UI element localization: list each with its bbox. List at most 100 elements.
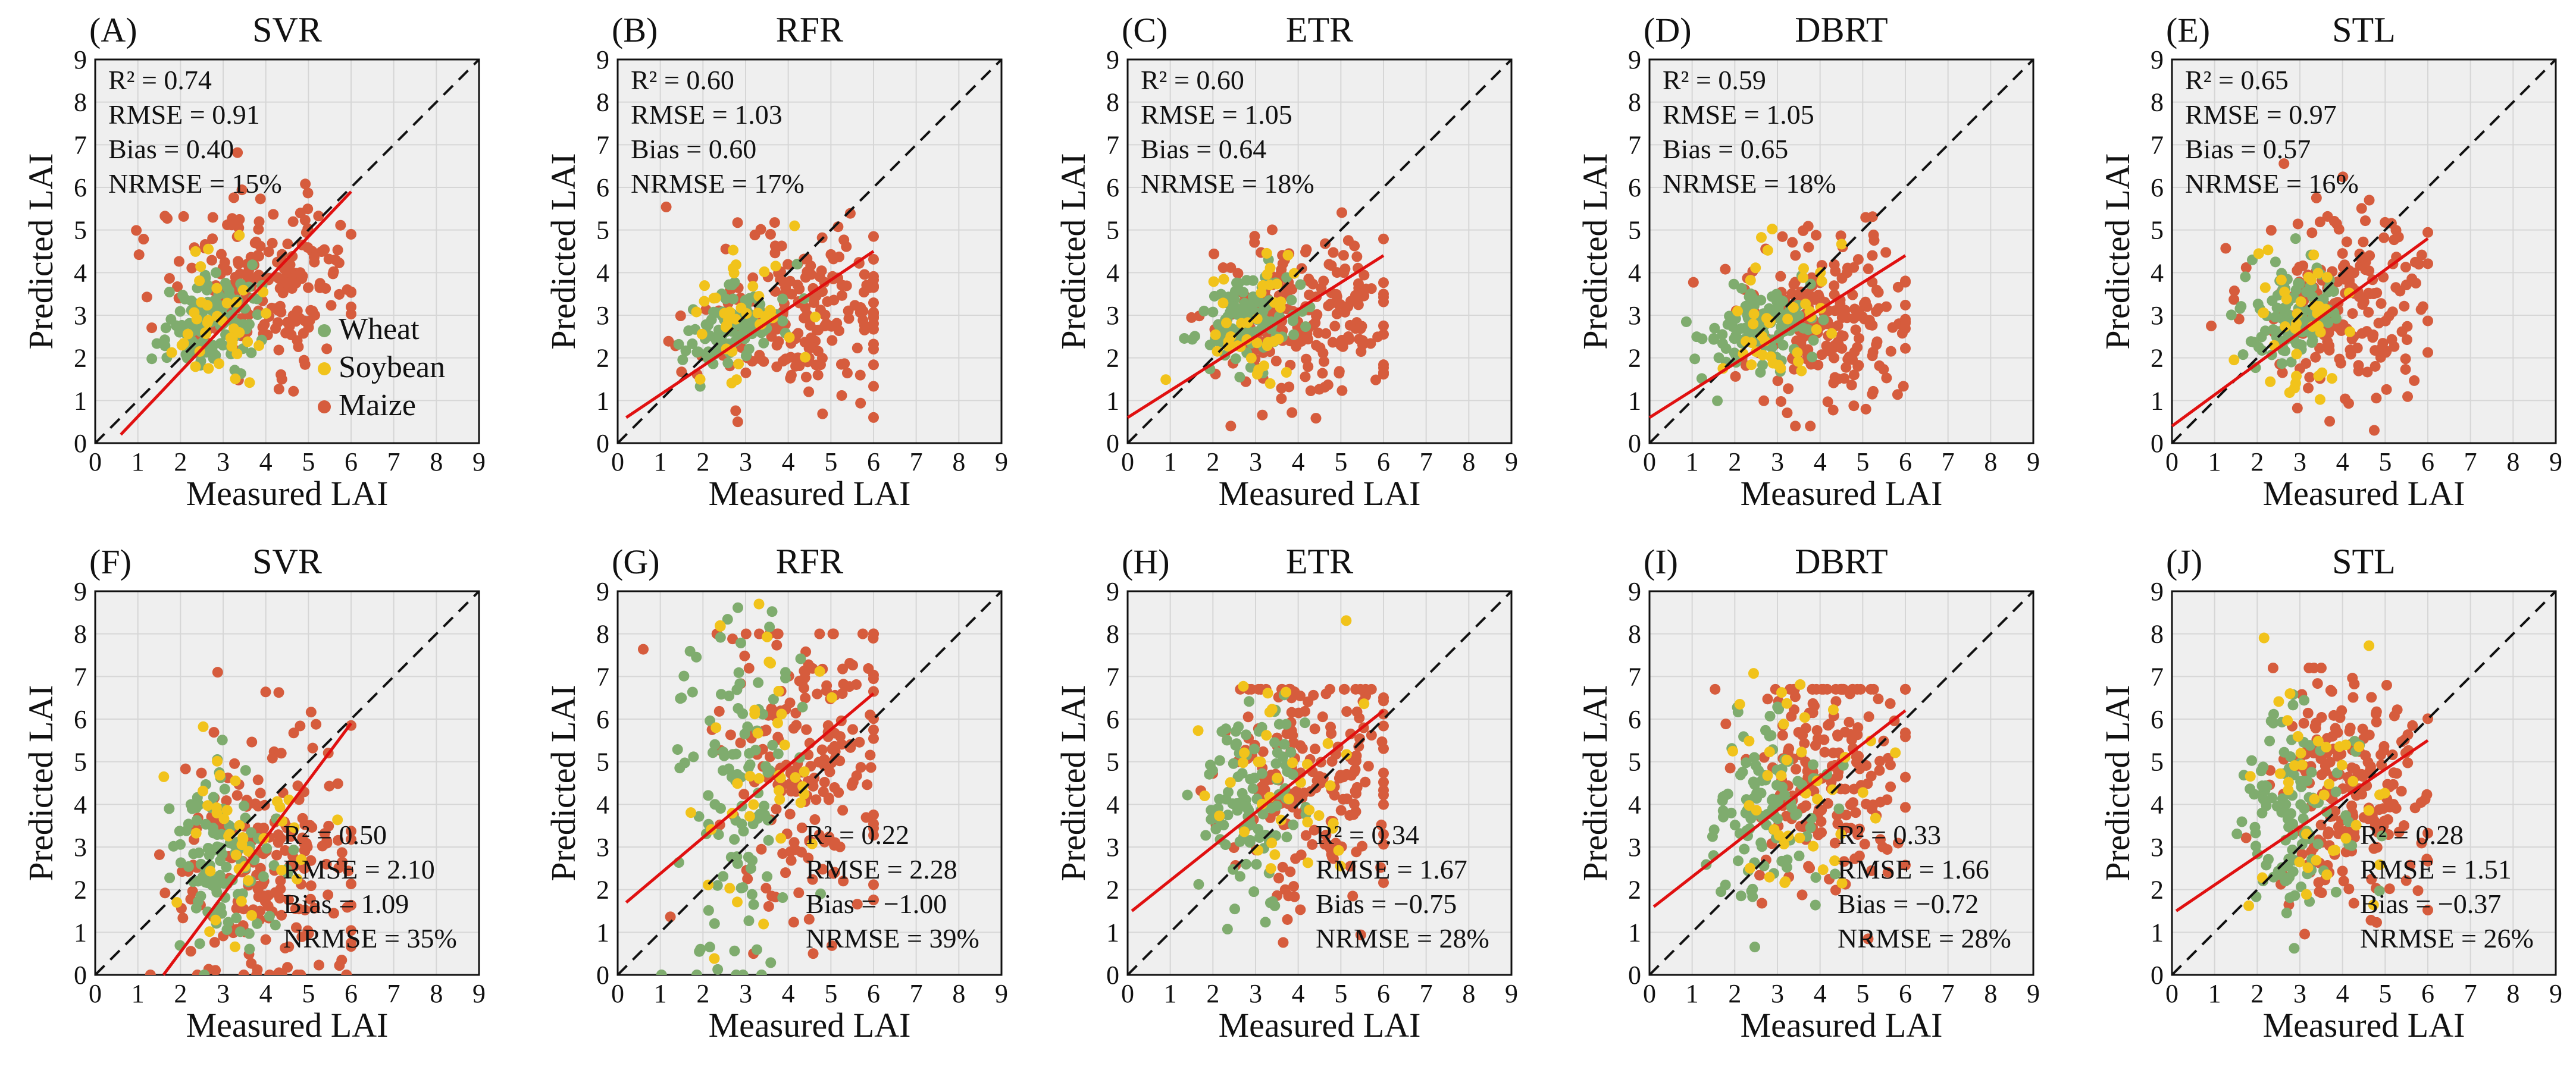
scatter-point-maize	[1341, 706, 1353, 717]
scatter-point-maize	[2304, 372, 2315, 383]
scatter-point-maize	[2356, 328, 2368, 339]
scatter-point-maize	[2337, 319, 2349, 331]
scatter-point-maize	[2400, 262, 2411, 273]
scatter-point-wheat	[2246, 755, 2258, 766]
scatter-point-maize	[138, 234, 149, 245]
y-tick-label: 4	[1106, 258, 1119, 287]
scatter-point-maize	[2378, 803, 2389, 814]
scatter-point-wheat	[2252, 299, 2264, 310]
scatter-point-maize	[1777, 730, 1788, 741]
scatter-point-wheat	[1229, 904, 1241, 915]
scatter-point-maize	[1317, 368, 1328, 379]
scatter-point-maize	[1300, 830, 1312, 841]
scatter-point-soybean	[733, 358, 744, 369]
scatter-point-maize	[2302, 707, 2314, 719]
scatter-point-maize	[1366, 730, 1377, 741]
scatter-point-maize	[2320, 760, 2331, 771]
scatter-point-wheat	[2267, 295, 2278, 306]
scatter-point-maize	[1885, 346, 1896, 357]
scatter-point-soybean	[1744, 800, 1755, 811]
scatter-point-soybean	[1281, 367, 1292, 378]
x-tick-label: 1	[654, 979, 667, 1008]
x-tick-label: 6	[2421, 979, 2434, 1008]
scatter-point-wheat	[1282, 766, 1293, 777]
scatter-point-soybean	[1890, 747, 1901, 758]
scatter-point-wheat	[731, 684, 743, 695]
scatter-point-maize	[857, 628, 868, 639]
stat-r2: R² = 0.59	[1663, 65, 1766, 95]
scatter-point-wheat	[2256, 331, 2267, 343]
scatter-point-maize	[221, 795, 232, 807]
x-tick-label: 8	[1984, 447, 1997, 476]
scatter-point-maize	[817, 408, 828, 419]
scatter-point-maize	[833, 325, 844, 337]
scatter-point-wheat	[164, 803, 175, 814]
stat-nrmse: NRMSE = 18%	[1663, 168, 1836, 199]
scatter-point-wheat	[239, 800, 250, 811]
scatter-point-maize	[2415, 304, 2427, 315]
scatter-point-wheat	[1254, 296, 1266, 308]
scatter-point-maize	[834, 755, 846, 767]
scatter-point-maize	[1366, 283, 1377, 294]
scatter-point-maize	[1295, 849, 1307, 861]
scatter-point-soybean	[223, 830, 234, 842]
scatter-point-soybean	[2309, 793, 2320, 805]
scatter-point-maize	[2389, 234, 2400, 246]
scatter-point-wheat	[1237, 788, 1248, 799]
scatter-point-wheat	[215, 338, 226, 349]
scatter-point-maize	[273, 344, 284, 356]
scatter-point-maize	[196, 767, 207, 779]
scatter-point-soybean	[1776, 770, 1787, 782]
scatter-point-soybean	[1239, 826, 1250, 837]
scatter-point-soybean	[166, 347, 177, 358]
scatter-point-wheat	[246, 347, 257, 359]
scatter-point-maize	[267, 237, 278, 249]
scatter-point-maize	[1813, 359, 1824, 371]
scatter-point-maize	[324, 780, 335, 792]
scatter-point-maize	[346, 826, 356, 837]
scatter-point-maize	[771, 639, 782, 651]
x-tick-label: 6	[345, 979, 358, 1008]
scatter-point-soybean	[1264, 707, 1275, 718]
scatter-points	[1182, 615, 1389, 948]
scatter-point-maize	[2278, 158, 2290, 170]
scatter-point-wheat	[174, 306, 186, 317]
scatter-point-maize	[859, 319, 870, 331]
scatter-point-maize	[1720, 719, 1732, 730]
scatter-points	[1701, 668, 1911, 953]
y-tick-label: 7	[74, 130, 87, 159]
scatter-point-maize	[862, 779, 873, 790]
panel-label: (I)	[1644, 542, 1678, 581]
x-tick-label: 6	[867, 979, 880, 1008]
scatter-point-soybean	[2340, 833, 2352, 844]
scatter-point-maize	[828, 294, 840, 306]
scatter-point-soybean	[749, 704, 760, 716]
scatter-point-wheat	[1247, 783, 1259, 794]
y-tick-label: 7	[2151, 130, 2164, 159]
scatter-point-maize	[1351, 706, 1363, 717]
scatter-point-maize	[665, 911, 676, 923]
scatter-point-wheat	[1266, 802, 1277, 814]
scatter-point-soybean	[2321, 869, 2333, 880]
scatter-point-soybean	[1750, 262, 1761, 274]
regression-line	[1126, 254, 1385, 419]
scatter-point-soybean	[1755, 232, 1767, 243]
scatter-point-soybean	[202, 317, 213, 328]
y-tick-label: 0	[74, 429, 87, 458]
scatter-point-maize	[1756, 898, 1767, 909]
scatter-point-wheat	[731, 748, 742, 760]
scatter-point-maize	[2402, 729, 2414, 741]
scatter-point-soybean	[1257, 280, 1269, 291]
scatter-point-maize	[346, 228, 356, 240]
scatter-point-maize	[333, 862, 345, 874]
x-tick-label: 9	[1505, 979, 1518, 1008]
scatter-point-soybean	[1261, 247, 1272, 259]
scatter-point-wheat	[171, 321, 183, 332]
scatter-point-wheat	[1708, 332, 1719, 344]
y-axis-label: Predicted LAI	[2098, 153, 2137, 349]
scatter-point-maize	[2382, 779, 2393, 790]
scatter-point-soybean	[221, 297, 233, 309]
scatter-point-wheat	[722, 357, 734, 369]
scatter-point-wheat	[735, 638, 746, 649]
scatter-point-maize	[309, 256, 320, 268]
